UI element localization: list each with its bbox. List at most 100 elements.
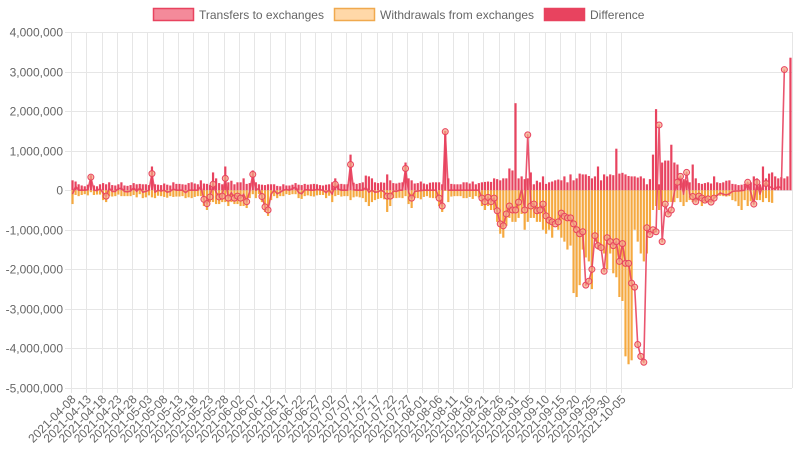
difference-point[interactable]	[591, 232, 599, 240]
difference-point[interactable]	[408, 194, 416, 202]
difference-point[interactable]	[710, 194, 718, 202]
transfers-bar	[483, 181, 487, 191]
difference-point[interactable]	[441, 128, 449, 136]
difference-point[interactable]	[249, 170, 257, 178]
difference-point[interactable]	[209, 180, 217, 188]
withdrawals-bar	[761, 190, 765, 203]
y-axis: 4,000,000 3,000,000 2,000,000 1,000,000 0 -1,…	[6, 26, 64, 396]
difference-point[interactable]	[588, 265, 596, 273]
transfers-bar	[465, 182, 468, 191]
difference-point[interactable]	[615, 257, 623, 265]
difference-point[interactable]	[676, 172, 684, 180]
difference-point[interactable]	[655, 121, 663, 129]
transfers-bar	[477, 183, 480, 191]
difference-point[interactable]	[762, 180, 770, 187]
difference-point[interactable]	[585, 277, 593, 285]
difference-point[interactable]	[331, 180, 339, 188]
withdrawals-bar	[685, 190, 688, 203]
difference-point[interactable]	[625, 259, 633, 267]
difference-point[interactable]	[753, 178, 761, 186]
difference-point[interactable]	[567, 214, 575, 222]
withdrawals-bar	[584, 190, 587, 258]
difference-point[interactable]	[750, 200, 758, 208]
difference-point[interactable]	[203, 200, 211, 208]
difference-point[interactable]	[579, 228, 587, 236]
difference-point[interactable]	[206, 193, 214, 201]
difference-point[interactable]	[692, 198, 700, 206]
difference-point[interactable]	[264, 206, 272, 214]
difference-point[interactable]	[499, 222, 507, 230]
difference-point[interactable]	[515, 198, 523, 206]
transfers-bar	[774, 176, 777, 191]
transfers-bar	[175, 183, 178, 191]
withdrawals-bar	[266, 190, 270, 216]
difference-point[interactable]	[683, 168, 691, 176]
difference-point[interactable]	[530, 200, 538, 208]
difference-point[interactable]	[658, 238, 666, 246]
transfers-bar	[208, 185, 212, 191]
withdrawals-bar	[462, 190, 465, 199]
difference-point[interactable]	[618, 240, 626, 248]
transfers-bar	[557, 179, 560, 191]
difference-point[interactable]	[521, 206, 529, 214]
difference-point[interactable]	[673, 178, 681, 186]
difference-point[interactable]	[634, 340, 642, 348]
transfers-bar	[722, 182, 725, 191]
transfers-bar	[624, 174, 627, 191]
withdrawals-bar	[386, 190, 389, 212]
transfers-bar	[709, 183, 713, 191]
transfers-bar	[499, 180, 502, 191]
difference-point[interactable]	[243, 198, 251, 206]
difference-point[interactable]	[502, 210, 510, 218]
difference-point[interactable]	[524, 131, 532, 139]
difference-point[interactable]	[652, 228, 660, 236]
difference-point[interactable]	[493, 207, 501, 215]
withdrawals-bar	[138, 190, 141, 195]
difference-point[interactable]	[490, 194, 498, 202]
difference-point[interactable]	[744, 178, 752, 186]
legend-item-0[interactable]: Transfers to exchanges	[152, 7, 324, 22]
difference-point[interactable]	[438, 202, 446, 210]
difference-point[interactable]	[347, 161, 355, 169]
difference-point[interactable]	[637, 352, 645, 360]
difference-point[interactable]	[402, 164, 410, 172]
difference-point[interactable]	[631, 283, 639, 291]
transfers-bar	[459, 184, 462, 191]
difference-point[interactable]	[646, 231, 654, 239]
difference-point[interactable]	[600, 267, 608, 275]
difference-point[interactable]	[218, 192, 226, 200]
withdrawals-bar	[355, 190, 358, 197]
difference-point[interactable]	[667, 206, 675, 214]
difference-point[interactable]	[435, 194, 443, 202]
difference-point[interactable]	[570, 220, 578, 228]
withdrawals-bar	[630, 190, 633, 361]
withdrawals-bar	[190, 190, 193, 199]
difference-point[interactable]	[554, 218, 562, 226]
difference-point[interactable]	[224, 194, 232, 202]
difference-point[interactable]	[87, 173, 95, 181]
difference-point[interactable]	[780, 66, 788, 74]
difference-point[interactable]	[148, 170, 156, 178]
difference-point[interactable]	[539, 200, 547, 208]
difference-point[interactable]	[597, 244, 605, 252]
difference-point[interactable]	[643, 224, 651, 232]
difference-point[interactable]	[612, 238, 620, 246]
legend-item-2[interactable]: Difference	[543, 7, 645, 22]
withdrawals-bar	[636, 190, 639, 242]
transfers-bar	[230, 180, 233, 191]
difference-point[interactable]	[102, 192, 110, 200]
withdrawals-bar	[117, 190, 120, 195]
difference-point[interactable]	[221, 174, 229, 182]
legend-item-1[interactable]: Withdrawals from exchanges	[333, 7, 535, 22]
difference-point[interactable]	[237, 194, 245, 202]
withdrawals-bar	[544, 190, 548, 234]
difference-point[interactable]	[640, 358, 648, 366]
difference-point[interactable]	[386, 192, 394, 200]
difference-point[interactable]	[258, 193, 266, 201]
difference-point[interactable]	[536, 206, 544, 214]
difference-point[interactable]	[512, 206, 520, 214]
difference-point[interactable]	[661, 200, 669, 208]
withdrawals-bar	[80, 190, 83, 195]
transfers-bar	[471, 181, 474, 191]
withdrawals-bar	[297, 190, 300, 199]
